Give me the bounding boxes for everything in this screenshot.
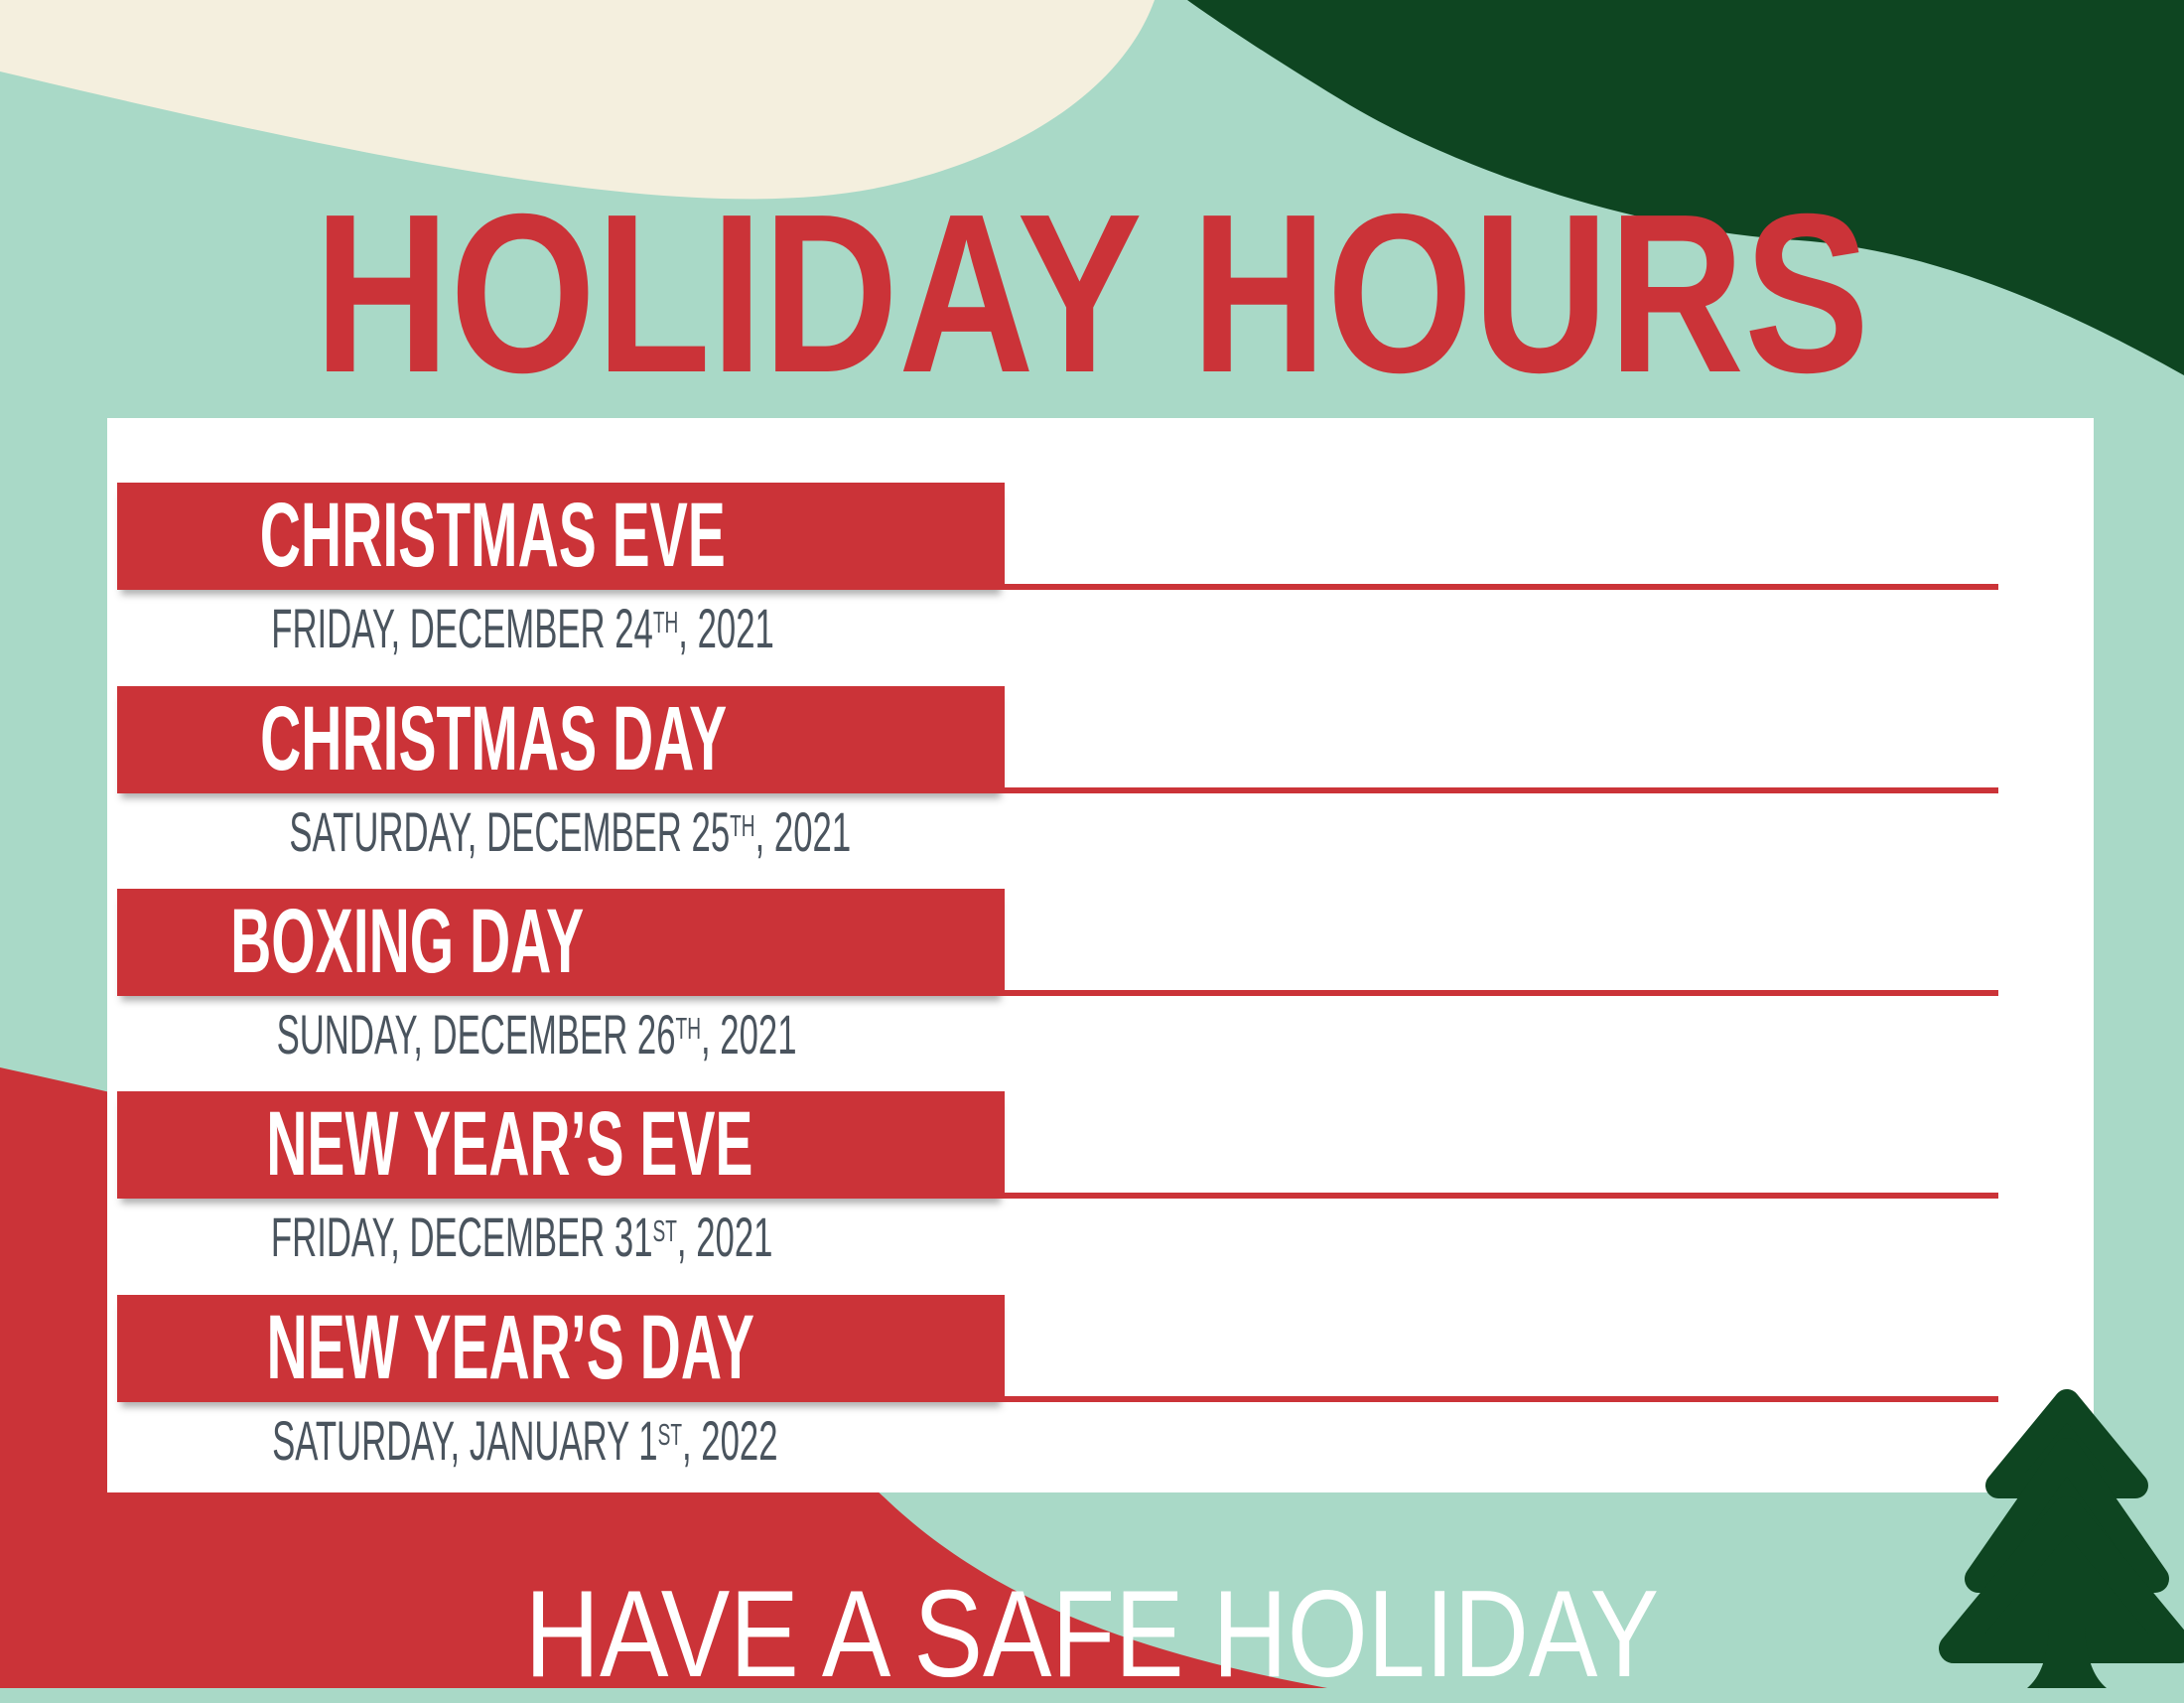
holiday-date: FRIDAY, DECEMBER 24TH, 2021	[271, 597, 774, 659]
schedule-card: CHRISTMAS EVE FRIDAY, DECEMBER 24TH, 202…	[107, 418, 2094, 1492]
cream-wave-shape	[0, 0, 1155, 200]
holiday-banner: NEW YEAR’S DAY	[117, 1295, 1005, 1402]
holiday-banner: NEW YEAR’S EVE	[117, 1091, 1005, 1199]
holiday-banner-label: BOXING DAY	[230, 891, 585, 992]
holiday-banner-label: CHRISTMAS EVE	[259, 485, 726, 586]
hours-writein-line	[1005, 1193, 1998, 1199]
hours-writein-line	[1005, 584, 1998, 590]
holiday-date: SUNDAY, DECEMBER 26TH, 2021	[276, 1003, 797, 1065]
holiday-date: FRIDAY, DECEMBER 31ST, 2021	[270, 1206, 773, 1268]
holiday-banner-label: NEW YEAR’S EVE	[266, 1093, 753, 1195]
footer-message-text: HAVE A SAFE HOLIDAY	[524, 1566, 1660, 1703]
ordinal-suffix: TH	[652, 604, 679, 639]
holiday-banner-label: CHRISTMAS DAY	[260, 688, 728, 789]
green-wave-shape	[1187, 0, 2184, 375]
ordinal-suffix: TH	[730, 807, 755, 843]
footer-message: HAVE A SAFE HOLIDAY	[0, 1573, 2184, 1696]
holiday-banner: BOXING DAY	[117, 889, 1005, 996]
page-title: HOLIDAY HOURS	[0, 181, 2184, 407]
holiday-banner-label: NEW YEAR’S DAY	[266, 1297, 754, 1398]
ordinal-suffix: TH	[675, 1010, 702, 1046]
holiday-date: SATURDAY, JANUARY 1ST, 2022	[272, 1409, 778, 1472]
hours-writein-line	[1005, 787, 1998, 793]
hours-writein-line	[1005, 1396, 1998, 1402]
holiday-banner: CHRISTMAS DAY	[117, 686, 1005, 793]
ordinal-suffix: ST	[652, 1212, 677, 1248]
ordinal-suffix: ST	[657, 1416, 683, 1452]
hours-writein-line	[1005, 990, 1998, 996]
page-title-text: HOLIDAY HOURS	[314, 168, 1870, 420]
holiday-banner: CHRISTMAS EVE	[117, 483, 1005, 590]
holiday-date: SATURDAY, DECEMBER 25TH, 2021	[289, 800, 852, 863]
